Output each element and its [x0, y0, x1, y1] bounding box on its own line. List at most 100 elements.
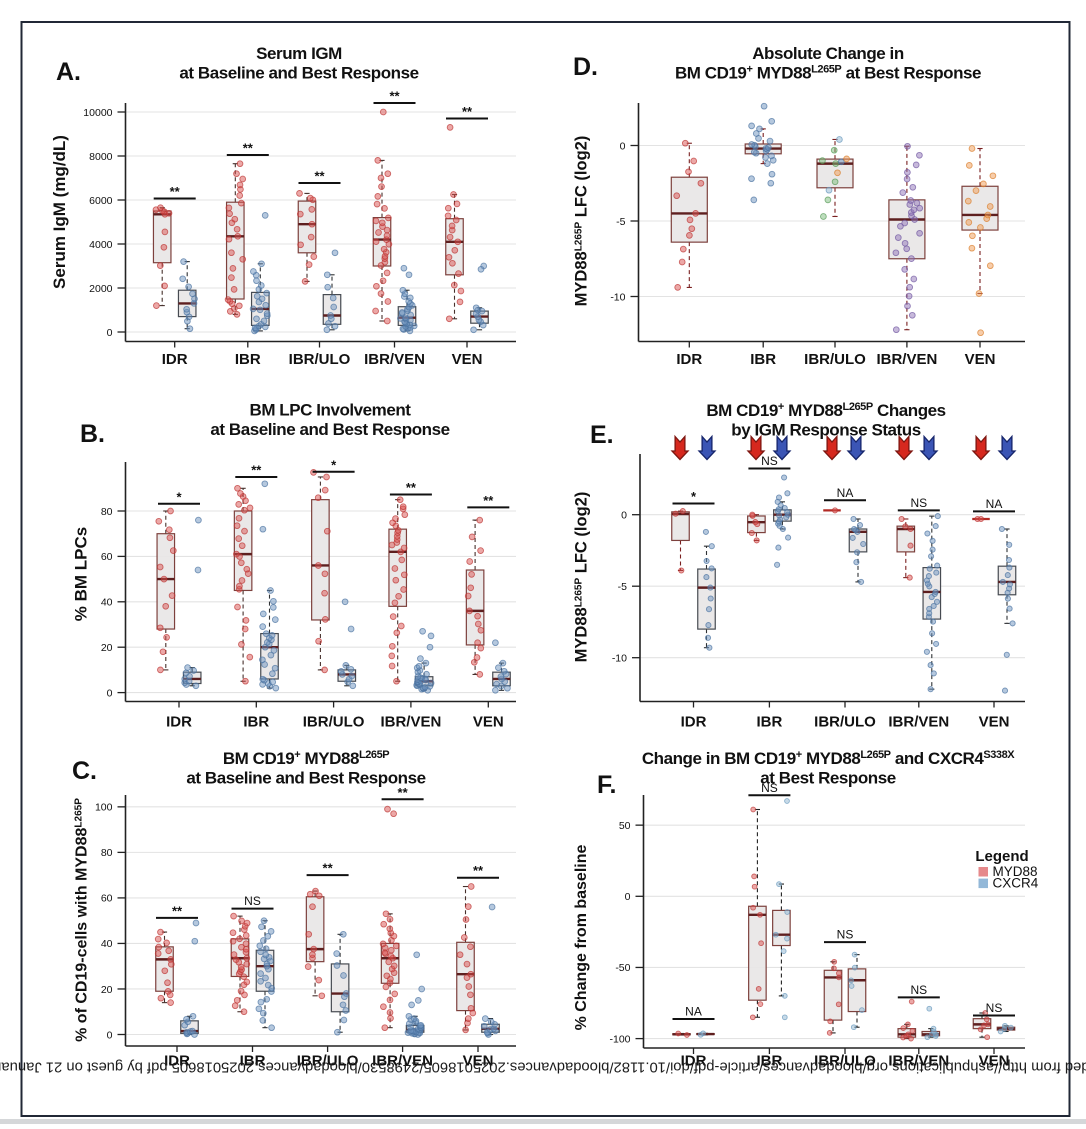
svg-text:Absolute Change in: Absolute Change in	[752, 44, 904, 63]
svg-text:NS: NS	[244, 894, 261, 908]
svg-text:**: **	[406, 480, 417, 495]
svg-text:**: **	[323, 861, 334, 876]
svg-text:60: 60	[101, 893, 113, 905]
svg-text:IBR: IBR	[756, 714, 782, 731]
svg-text:NS: NS	[761, 781, 778, 795]
svg-text:IBR/ULO: IBR/ULO	[289, 351, 351, 368]
svg-text:IDR: IDR	[681, 1053, 707, 1070]
svg-text:% Change from baseline: % Change from baseline	[573, 844, 590, 1030]
svg-text:**: **	[483, 493, 494, 508]
svg-text:IDR: IDR	[676, 351, 702, 368]
svg-text:D.: D.	[573, 53, 598, 81]
svg-text:NS: NS	[761, 454, 778, 468]
svg-text:IBR/VEN: IBR/VEN	[888, 714, 949, 731]
svg-text:IDR: IDR	[162, 351, 188, 368]
svg-text:-10: -10	[610, 291, 625, 303]
svg-text:IBR/ULO: IBR/ULO	[814, 1053, 876, 1070]
svg-text:**: **	[389, 89, 400, 104]
svg-text:IBR/ULO: IBR/ULO	[804, 351, 866, 368]
svg-text:ded from http//ashpublications: ded from http//ashpublications.org/blood…	[0, 1059, 1086, 1075]
svg-text:NA: NA	[837, 486, 854, 500]
svg-text:NS: NS	[986, 1001, 1003, 1015]
svg-text:% BM LPCs: % BM LPCs	[72, 527, 91, 621]
svg-text:NS: NS	[837, 928, 854, 942]
svg-text:VEN: VEN	[979, 714, 1010, 731]
svg-text:A.: A.	[56, 58, 81, 86]
svg-text:IBR/ULO: IBR/ULO	[297, 1053, 359, 1070]
svg-text:VEN: VEN	[965, 351, 996, 368]
svg-text:40: 40	[101, 938, 113, 950]
svg-text:4000: 4000	[89, 239, 113, 251]
svg-text:IBR/VEN: IBR/VEN	[372, 1053, 433, 1070]
svg-text:NA: NA	[685, 1005, 702, 1019]
svg-text:CXCR4: CXCR4	[993, 875, 1039, 890]
svg-text:2000: 2000	[89, 283, 113, 295]
svg-text:50: 50	[619, 820, 631, 832]
svg-text:0: 0	[620, 140, 626, 152]
svg-text:0: 0	[107, 687, 113, 699]
svg-text:10000: 10000	[83, 107, 112, 119]
svg-text:IBR/VEN: IBR/VEN	[380, 714, 441, 731]
svg-text:BM CD19+ MYD88L265P: BM CD19+ MYD88L265P	[223, 749, 389, 768]
svg-text:Legend: Legend	[975, 848, 1028, 865]
svg-text:MYD88: MYD88	[993, 864, 1038, 879]
svg-text:Serum IgM (mg/dL): Serum IgM (mg/dL)	[50, 135, 69, 289]
svg-text:-5: -5	[618, 581, 627, 593]
svg-text:**: **	[314, 169, 325, 184]
svg-text:at Best Response: at Best Response	[760, 769, 895, 788]
svg-text:at Baseline and Best Response: at Baseline and Best Response	[179, 64, 418, 83]
svg-text:-5: -5	[616, 216, 625, 228]
svg-text:**: **	[462, 104, 473, 119]
svg-text:8000: 8000	[89, 151, 113, 163]
svg-text:IDR: IDR	[164, 1053, 190, 1070]
svg-text:NS: NS	[910, 983, 927, 997]
svg-text:IBR: IBR	[243, 714, 269, 731]
svg-text:-100: -100	[609, 1033, 630, 1045]
svg-text:F.: F.	[597, 771, 616, 799]
svg-text:VEN: VEN	[452, 351, 483, 368]
svg-text:-10: -10	[612, 653, 627, 665]
svg-text:**: **	[251, 463, 262, 478]
svg-text:-50: -50	[615, 962, 630, 974]
svg-text:0: 0	[107, 1029, 113, 1041]
svg-text:100: 100	[95, 802, 113, 814]
svg-text:IBR: IBR	[240, 1053, 266, 1070]
svg-text:IBR: IBR	[750, 351, 776, 368]
svg-text:IBR/ULO: IBR/ULO	[814, 714, 876, 731]
svg-text:E.: E.	[590, 421, 614, 449]
svg-text:IBR/VEN: IBR/VEN	[876, 351, 937, 368]
svg-text:**: **	[473, 863, 484, 878]
svg-text:0: 0	[621, 510, 627, 522]
svg-text:IBR: IBR	[756, 1053, 782, 1070]
svg-text:20: 20	[101, 642, 113, 654]
svg-text:0: 0	[107, 327, 113, 339]
svg-text:% of CD19-cells with MYD88L265: % of CD19-cells with MYD88L265P	[74, 798, 91, 1042]
svg-text:BM LPC Involvement: BM LPC Involvement	[250, 401, 412, 420]
svg-text:60: 60	[101, 551, 113, 563]
svg-text:BM CD19+ MYD88L265P at Best Re: BM CD19+ MYD88L265P at Best Response	[675, 64, 981, 83]
svg-text:6000: 6000	[89, 195, 113, 207]
svg-text:NA: NA	[986, 497, 1003, 511]
svg-text:at Baseline and Best Response: at Baseline and Best Response	[210, 420, 449, 439]
svg-text:MYD88L265P LFC (log2): MYD88L265P LFC (log2)	[573, 136, 591, 307]
svg-text:20: 20	[101, 984, 113, 996]
svg-text:**: **	[243, 141, 254, 156]
svg-text:IBR/ULO: IBR/ULO	[303, 714, 365, 731]
svg-text:40: 40	[101, 597, 113, 609]
svg-text:NS: NS	[910, 496, 927, 510]
svg-text:MYD88L265P LFC (log2): MYD88L265P LFC (log2)	[573, 492, 591, 663]
svg-text:Change in BM CD19+ MYD88L265P: Change in BM CD19+ MYD88L265P and CXCR4S…	[642, 749, 1015, 768]
svg-text:B.: B.	[80, 420, 105, 448]
svg-text:BM CD19+ MYD88L265P Changes: BM CD19+ MYD88L265P Changes	[706, 401, 945, 420]
svg-text:*: *	[691, 489, 697, 504]
svg-text:at Baseline and Best Response: at Baseline and Best Response	[186, 769, 425, 788]
svg-text:VEN: VEN	[473, 714, 504, 731]
svg-text:80: 80	[101, 506, 113, 518]
svg-text:VEN: VEN	[979, 1053, 1010, 1070]
svg-text:**: **	[170, 184, 181, 199]
svg-text:C.: C.	[72, 757, 97, 785]
svg-text:**: **	[172, 903, 183, 918]
svg-text:IDR: IDR	[681, 714, 707, 731]
svg-text:Serum IGM: Serum IGM	[256, 44, 342, 63]
svg-text:0: 0	[625, 891, 631, 903]
